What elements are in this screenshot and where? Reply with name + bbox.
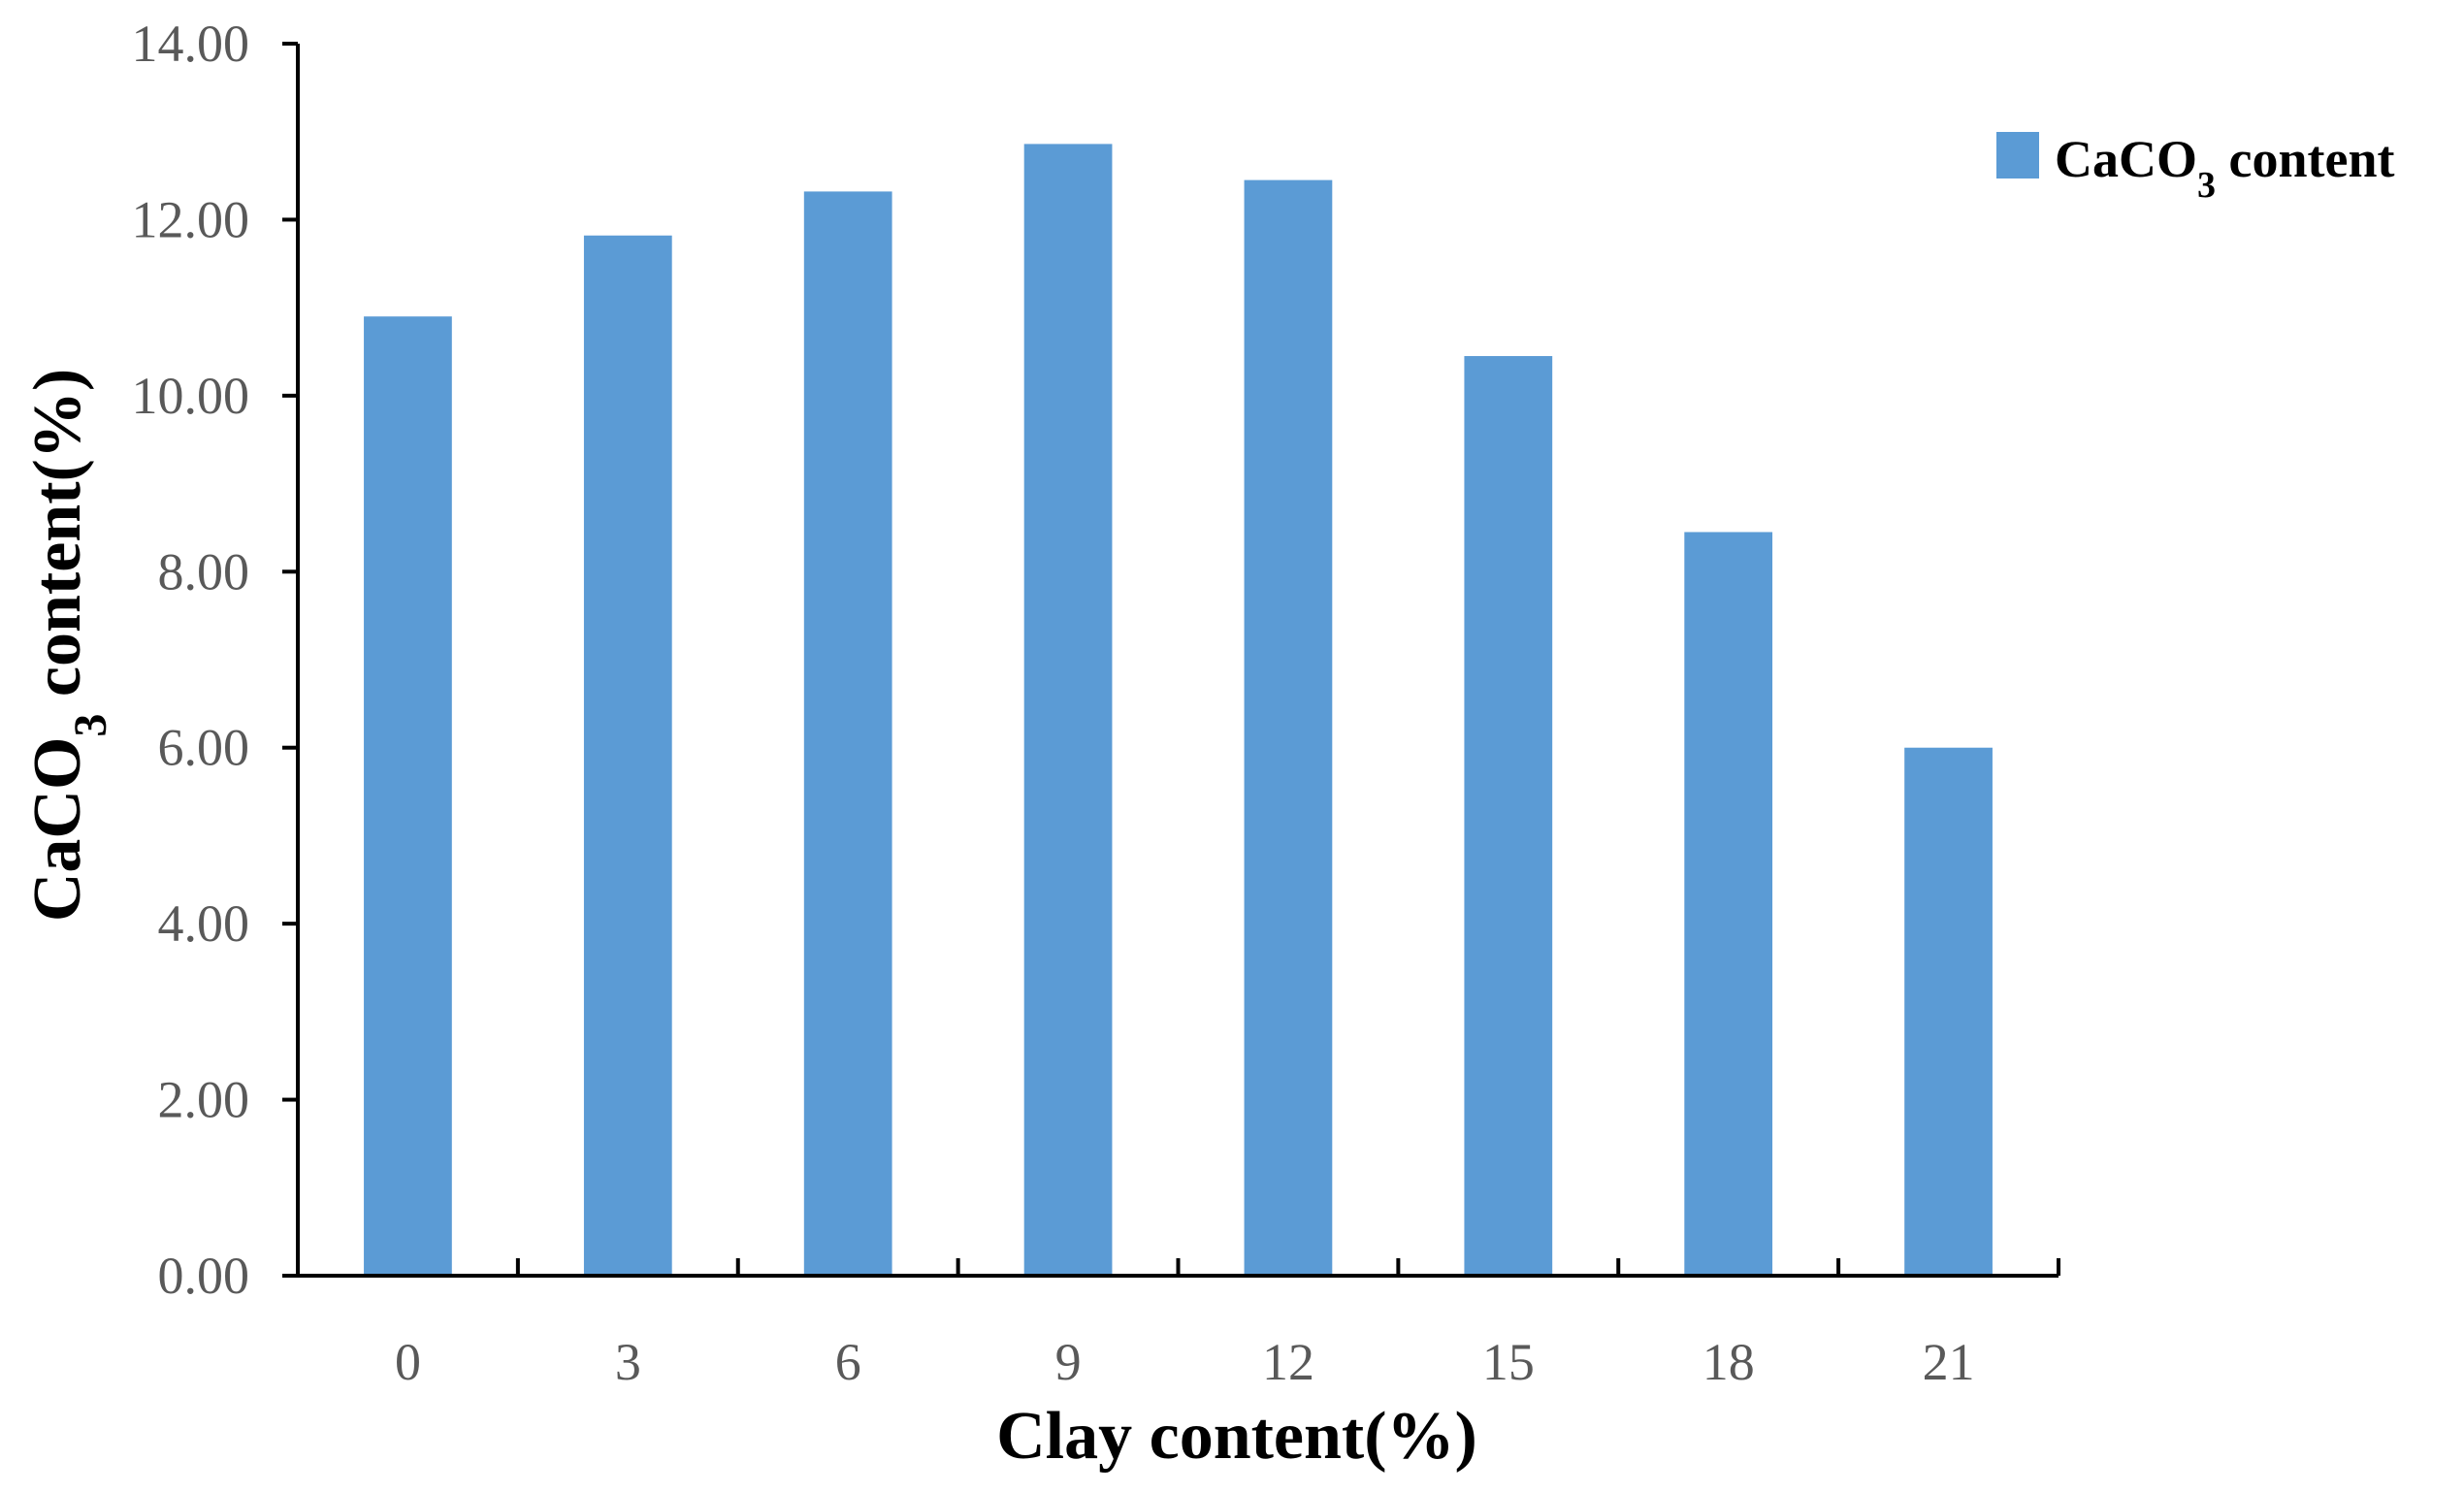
x-tick-label: 6: [835, 1333, 861, 1391]
y-tick-label: 6.00: [158, 719, 250, 777]
x-tick-label: 9: [1055, 1333, 1082, 1391]
legend-label-subscript: 3: [2197, 165, 2216, 206]
x-ticks: 0 3 6 9 12 15 18 21: [395, 1258, 2060, 1391]
bar-12: [1244, 179, 1333, 1276]
bar-18: [1684, 532, 1773, 1276]
y-axis-title: CaCO3 content(%): [20, 369, 116, 922]
bar-3: [583, 235, 672, 1277]
x-axis-title: Clay content(%): [996, 1399, 1477, 1474]
y-tick-label: 14.00: [132, 15, 250, 73]
y-axis-title-subscript: 3: [65, 714, 116, 737]
y-tick-label: 8.00: [158, 542, 250, 600]
x-tick-label: 3: [615, 1333, 641, 1391]
legend-label-main: CaCO: [2055, 130, 2197, 188]
x-tick-label: 12: [1262, 1333, 1314, 1391]
y-tick-label: 10.00: [132, 367, 250, 425]
y-tick-label: 0.00: [158, 1247, 250, 1305]
axes: [296, 44, 2059, 1278]
y-tick-label: 2.00: [158, 1071, 250, 1129]
x-tick-label: 18: [1702, 1333, 1755, 1391]
x-tick-label: 15: [1482, 1333, 1535, 1391]
svg-text:CaCO3 content(%): CaCO3 content(%): [20, 369, 116, 922]
legend-label-rest: content: [2216, 130, 2394, 188]
y-axis-title-main: CaCO: [20, 737, 95, 923]
legend: CaCO3 content: [1996, 130, 2394, 206]
bar-9: [1023, 144, 1113, 1276]
y-tick-label: 4.00: [158, 894, 250, 953]
bar-21: [1904, 747, 1993, 1276]
x-tick-label: 21: [1923, 1333, 1975, 1391]
x-tick-label: 0: [395, 1333, 421, 1391]
bar-15: [1464, 356, 1553, 1276]
bar-6: [803, 191, 892, 1276]
y-ticks: 0.00 2.00 4.00 6.00 8.00 10.00 12.00 14.00: [132, 15, 298, 1305]
svg-text:CaCO3 content: CaCO3 content: [2055, 130, 2394, 206]
bars: [364, 144, 1993, 1277]
y-tick-label: 12.00: [132, 190, 250, 248]
y-axis-title-rest: content(%): [20, 369, 95, 714]
legend-swatch: [1996, 132, 2039, 179]
bar-0: [364, 316, 452, 1276]
